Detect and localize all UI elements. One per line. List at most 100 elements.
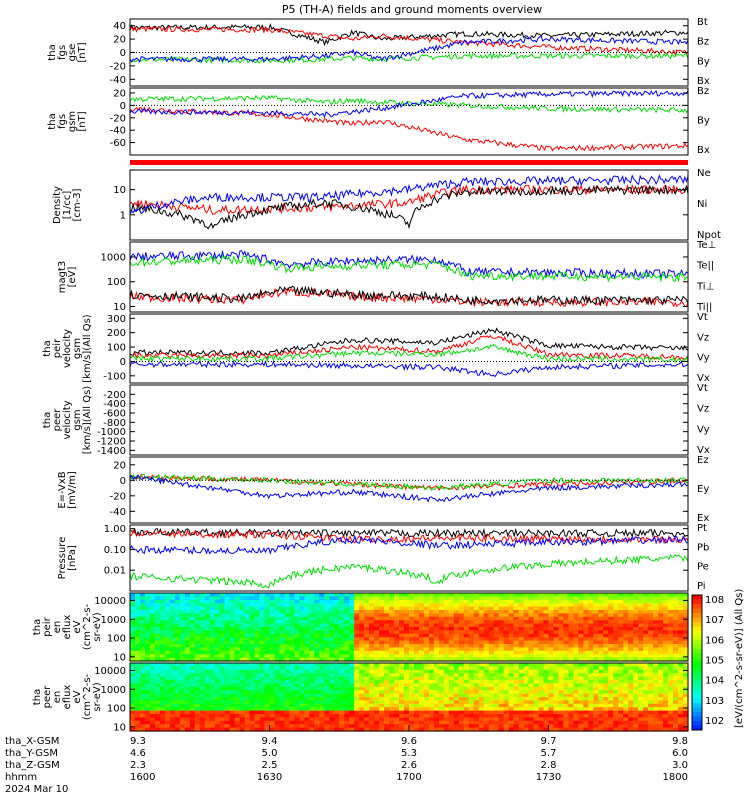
- ytick-label-peer_vel: -1400: [97, 446, 126, 457]
- panel-fgs_gse: Bt Bz By Bx 40 20 0 -20 -40 thafgsgse[nT]: [47, 17, 710, 87]
- legend-temp-Te||: Te||: [696, 261, 714, 272]
- xtick-label: 1600: [130, 772, 155, 783]
- ytick-label-fgs_gsm: 20: [113, 89, 126, 100]
- spacecraft-status-bar: [130, 160, 688, 165]
- colorbar-cell: [692, 680, 702, 686]
- ytick-label-peer_flux: 10000: [94, 666, 126, 677]
- legend-temp-Ti||: Ti||: [696, 302, 712, 313]
- legend-fgs_gsm-Bz: Bz: [697, 86, 709, 97]
- ytick-label-peer_vel: -200: [103, 390, 126, 401]
- ytick-label-peir_flux: 100: [107, 634, 126, 645]
- ytick-label-fgs_gse: -40: [110, 75, 126, 86]
- series-fgs_gsm-Bx: [129, 89, 689, 119]
- xtick-label: 9.6: [401, 736, 417, 747]
- panel-peer_vel: Vt Vz Vy Vx -200-400-600-800-1000-1200-1400 t…: [42, 383, 710, 457]
- ytick-label-fgs_gsm: 0: [120, 101, 126, 112]
- ylabel-peer_flux: thapeerenefluxeV(cm^2-s-sr-eV): [32, 673, 103, 720]
- legend-peir_vel-Vy: Vy: [697, 353, 710, 364]
- colorbar-cell: [692, 635, 702, 641]
- legend-temp-Te⊥: Te⊥: [696, 240, 716, 251]
- xtick-label: 2.5: [262, 760, 278, 771]
- xaxis-row-label: tha_X-GSM: [5, 736, 59, 747]
- frame-pressure: [129, 524, 689, 592]
- series-efield-Ey: [129, 473, 689, 491]
- colorbar-cell: [692, 703, 702, 708]
- colorbar-cell: [692, 622, 702, 627]
- legend-peir_vel-Vt: Vt: [697, 312, 708, 323]
- colorbar-cell: [692, 698, 702, 704]
- colorbar-cell: [692, 604, 702, 609]
- xtick-label: 9.7: [541, 736, 557, 747]
- xaxis-row-label: tha_Z-GSM: [5, 760, 60, 771]
- colorbar-cell: [692, 658, 702, 663]
- series-efield-Ex: [129, 473, 689, 503]
- colorbar-cell: [692, 613, 702, 618]
- colorbar-tick-label: 104: [705, 676, 724, 687]
- ytick-label-efield: 20: [113, 460, 126, 471]
- ytick-label-pressure: 0.10: [104, 545, 126, 556]
- xtick-label: 2.3: [130, 760, 146, 771]
- ytick-label-fgs_gse: -20: [110, 61, 126, 72]
- series-fgs_gse-By: [129, 51, 689, 65]
- legend-pressure-Pb: Pb: [697, 542, 709, 553]
- xtick-label: 5.7: [541, 748, 557, 759]
- ytick-label-peir_vel: 100: [107, 343, 126, 354]
- ytick-label-density: 10: [113, 185, 126, 196]
- legend-density-Npot: Npot: [697, 230, 721, 241]
- panel-peir_flux: 10000 1000 100 10 thapeirenefluxeV(cm^2-s-sr…: [32, 592, 689, 663]
- xaxis-row-label: tha_Y-GSM: [5, 748, 58, 759]
- colorbar-cell: [692, 599, 702, 605]
- xtick-label: 5.0: [262, 748, 278, 759]
- ylabel-peer_vel: thapeervelocitygsm[km/s](All Qs): [42, 386, 93, 454]
- legend-peer_vel-Vy: Vy: [697, 424, 710, 435]
- series-peir_vel-Vx: [129, 360, 689, 378]
- series-fgs_gsm-Bz: [129, 106, 689, 152]
- legend-peir_vel-Vx: Vx: [697, 373, 710, 384]
- legend-density-Ne: Ne: [697, 168, 711, 179]
- heatmap-peir_flux: [130, 593, 689, 662]
- colorbar-cell: [692, 712, 702, 717]
- series-temp-Te⊥: [129, 287, 689, 308]
- legend-fgs_gsm-By: By: [697, 116, 710, 127]
- ytick-label-efield: -40: [110, 507, 126, 518]
- xaxis-row-label: hhmm: [5, 772, 37, 783]
- frame-efield: [129, 456, 689, 524]
- ytick-label-peer_flux: 100: [107, 704, 126, 715]
- colorbar-cell: [692, 667, 702, 672]
- ytick-label-peer_flux: 1000: [101, 685, 126, 696]
- legend-peir_vel-Vz: Vz: [697, 332, 709, 343]
- ytick-label-fgs_gse: 0: [120, 48, 126, 59]
- ytick-label-peer_vel: -400: [103, 399, 126, 410]
- series-pressure-Pt: [129, 527, 689, 539]
- ytick-label-peir_vel: 0: [120, 357, 126, 368]
- colorbar-tick-label: 102: [705, 716, 724, 727]
- ytick-label-peir_flux: 10000: [94, 596, 126, 607]
- ytick-label-efield: -20: [110, 491, 126, 502]
- colorbar-cell: [692, 662, 702, 668]
- frame-fgs_gsm: [129, 87, 689, 156]
- legend-pressure-Pt: Pt: [697, 523, 707, 534]
- colorbar-cell: [692, 716, 702, 722]
- ytick-label-temp: 1000: [101, 252, 126, 263]
- colorbar-cell: [692, 626, 702, 632]
- date-label: 2024 Mar 10: [5, 784, 68, 795]
- xtick-label: 1800: [663, 772, 688, 783]
- xtick-label: 6.0: [672, 748, 688, 759]
- legend-temp-Ti⊥: Ti⊥: [696, 281, 714, 292]
- ylabel-efield: E=-VxB[mV/m]: [57, 471, 78, 509]
- colorbar-tick-label: 106: [705, 635, 724, 646]
- colorbar-cell: [692, 685, 702, 690]
- legend-fgs_gsm-Bx: Bx: [697, 145, 710, 156]
- ytick-label-fgs_gsm: -60: [110, 138, 126, 149]
- frame-peer_vel: [129, 384, 689, 456]
- series-peir_vel-Vt: [129, 327, 688, 357]
- legend-efield-Ey: Ey: [697, 484, 709, 495]
- xtick-label: 9.3: [130, 736, 146, 747]
- ytick-label-density: 1: [120, 210, 126, 221]
- panel-pressure: Pt Pb Pe Pi 1.00 0.10 0.01 Pressure[nPa]: [57, 523, 709, 592]
- ytick-label-peir_flux: 1000: [101, 615, 126, 626]
- legend-fgs_gse-Bz: Bz: [697, 37, 709, 48]
- panel-density: Ne Ni Npot 10 1 Density[1/cc][cm-3]: [52, 168, 721, 241]
- xtick-label: 2.8: [541, 760, 557, 771]
- ytick-label-peer_flux: 10: [113, 722, 126, 733]
